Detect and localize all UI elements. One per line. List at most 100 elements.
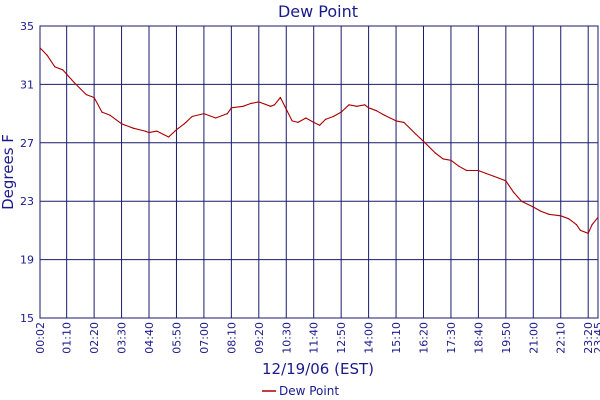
data-point: [324, 118, 327, 120]
data-point: [273, 104, 276, 106]
data-point: [415, 133, 417, 135]
data-point: [144, 130, 146, 132]
data-point: [591, 224, 593, 226]
y-tick-label: 15: [20, 312, 34, 325]
x-tick-label: 23:45: [592, 322, 600, 354]
data-point: [305, 117, 307, 119]
x-tick-label: 04:40: [143, 322, 156, 354]
data-point: [132, 127, 134, 129]
x-tick-label: 19:50: [500, 322, 513, 354]
chart-title: Dew Point: [278, 2, 358, 21]
data-point: [279, 96, 281, 99]
data-point: [485, 172, 487, 175]
y-tick-label: 35: [20, 20, 34, 33]
data-point: [364, 104, 366, 106]
x-tick-label: 18:40: [472, 322, 485, 354]
data-point: [597, 216, 599, 218]
x-tick-label: 00:02: [34, 322, 47, 354]
data-point: [579, 229, 582, 231]
data-point: [85, 94, 87, 96]
data-point: [505, 180, 507, 182]
data-point: [175, 129, 178, 131]
data-point: [395, 120, 397, 122]
data-point: [168, 136, 170, 138]
data-point: [156, 130, 158, 132]
data-point: [66, 73, 68, 75]
data-point: [73, 82, 76, 84]
data-point: [203, 113, 205, 115]
data-point: [356, 105, 358, 107]
data-point: [242, 105, 244, 107]
legend-label: Dew Point: [279, 384, 339, 398]
series-layer: [39, 47, 599, 234]
data-point: [458, 165, 460, 167]
data-point: [109, 114, 111, 116]
data-point: [62, 69, 64, 71]
x-tick-label: 15:10: [390, 322, 403, 354]
data-point: [101, 111, 103, 113]
x-tick-label: 22:10: [555, 322, 568, 354]
y-tick-label: 31: [20, 78, 34, 91]
x-tick-label: 07:00: [198, 322, 211, 354]
data-point: [442, 158, 444, 160]
x-tick-label: 03:30: [116, 322, 129, 354]
x-tick-label: 14:00: [363, 322, 376, 354]
data-point: [332, 115, 334, 118]
y-tick-label: 19: [20, 254, 34, 267]
data-point: [46, 54, 48, 56]
data-point: [422, 140, 425, 142]
legend: Dew Point: [262, 384, 339, 398]
data-point: [215, 117, 217, 119]
data-point: [285, 108, 287, 110]
data-point: [450, 159, 452, 161]
data-point: [148, 132, 150, 134]
x-tick-label: 23:20: [582, 322, 595, 354]
x-tick-label: 17:30: [445, 322, 458, 354]
data-point: [375, 110, 377, 112]
grid: [39, 25, 599, 319]
x-tick-label: 02:20: [88, 322, 101, 354]
x-tick-label: 11:40: [308, 322, 321, 354]
data-point: [466, 169, 468, 172]
data-point: [513, 191, 515, 193]
data-point: [291, 120, 293, 122]
data-point: [403, 121, 405, 123]
y-axis-label: Degrees F: [0, 134, 17, 210]
x-tick-label: 05:50: [170, 322, 183, 354]
data-point: [520, 200, 523, 202]
x-tick-label: 09:20: [253, 322, 266, 354]
x-tick-label: 16:20: [418, 322, 431, 354]
x-axis-label: 12/19/06 (EST): [262, 360, 374, 378]
data-point: [540, 210, 542, 212]
data-point: [383, 114, 385, 116]
data-point: [340, 111, 342, 113]
y-tick-label: 23: [20, 195, 34, 208]
data-point: [313, 121, 315, 123]
data-point: [258, 101, 260, 103]
y-axis-ticks: 15 19 23 27 31 35: [20, 20, 34, 325]
x-tick-label: 10:30: [280, 322, 293, 354]
data-point: [93, 96, 95, 99]
data-point: [493, 175, 495, 177]
data-point: [560, 215, 562, 217]
data-point: [250, 102, 252, 104]
data-point: [39, 47, 41, 49]
data-point: [297, 121, 299, 123]
x-tick-label: 08:10: [225, 322, 238, 354]
x-tick-label: 12:50: [335, 322, 348, 354]
data-point: [54, 66, 56, 68]
data-point: [575, 224, 578, 226]
data-point: [270, 105, 272, 107]
data-point: [348, 104, 350, 106]
data-point: [548, 213, 550, 215]
data-point: [587, 232, 589, 234]
data-point: [230, 107, 232, 109]
data-point: [532, 206, 534, 208]
y-tick-label: 27: [20, 137, 34, 150]
x-tick-label: 01:10: [61, 322, 74, 354]
data-point: [226, 113, 228, 115]
data-point: [568, 218, 570, 220]
data-point: [434, 152, 436, 154]
